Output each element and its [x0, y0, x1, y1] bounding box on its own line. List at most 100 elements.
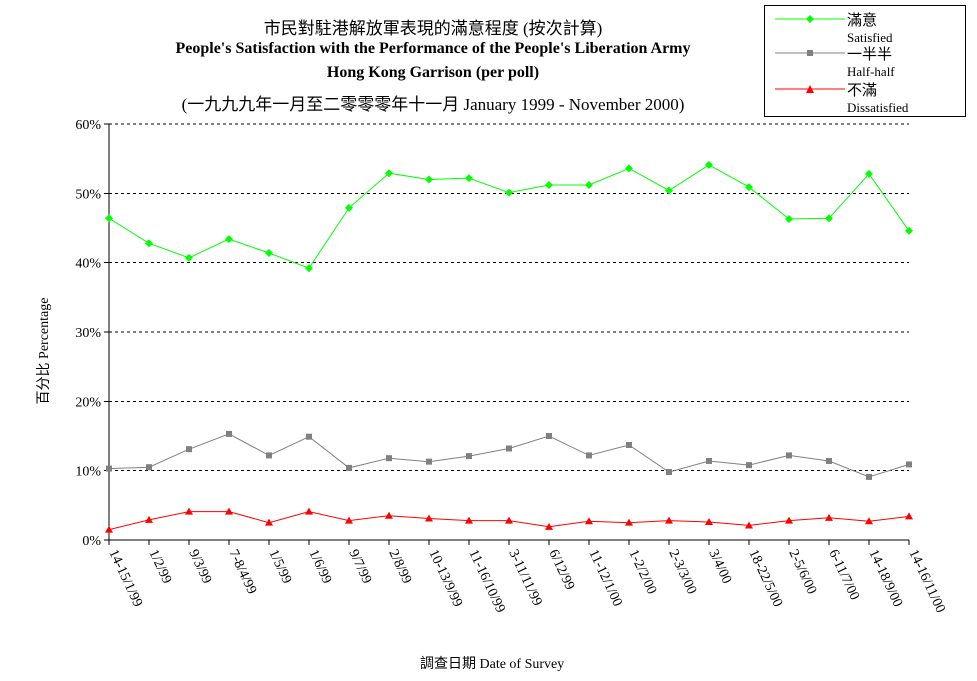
data-point-satisfied [345, 203, 353, 212]
data-point-dissatisfied [905, 512, 913, 520]
data-point-dissatisfied [825, 513, 833, 521]
data-point-dissatisfied [305, 507, 313, 515]
x-tick-label: 11-16/10/99 [465, 547, 507, 615]
chart-subtitle-line-3: (一九九九年一月至二零零零年十一月 January 1999 - Novembe… [181, 95, 685, 114]
data-point-half-half [866, 473, 872, 480]
chart-subtitle-line-1: People's Satisfaction with the Performan… [175, 40, 691, 57]
x-tick-label: 3-11/11/99 [505, 547, 544, 608]
x-tick-label: 2-3/3/00 [665, 547, 699, 596]
data-point-satisfied [225, 235, 233, 244]
data-point-dissatisfied [865, 517, 873, 525]
y-tick-label: 30% [75, 326, 101, 341]
data-point-satisfied [105, 214, 113, 223]
x-tick-label: 2/8/99 [385, 547, 414, 586]
data-point-half-half [586, 452, 592, 459]
data-point-dissatisfied [545, 522, 553, 530]
legend-label-satisfied: 滿意 [847, 13, 878, 29]
x-axis-label: 調查日期 Date of Survey [420, 657, 565, 672]
data-point-satisfied [705, 160, 713, 169]
data-point-half-half [666, 469, 672, 476]
legend-label-half-half: 一半半 [847, 47, 893, 63]
data-point-satisfied [185, 253, 193, 262]
data-series [105, 160, 913, 533]
legend-sublabel-half-half: Half-half [847, 64, 895, 79]
x-tick-label: 14-16/11/00 [905, 547, 947, 615]
y-axis-label: 百分比 Percentage [37, 297, 52, 405]
data-point-half-half [106, 465, 112, 472]
legend-label-dissatisfied: 不滿 [847, 83, 878, 99]
data-point-dissatisfied [625, 518, 633, 526]
data-point-dissatisfied [345, 516, 353, 524]
gridlines [109, 123, 909, 472]
data-point-satisfied [745, 183, 753, 192]
data-point-dissatisfied [185, 507, 193, 515]
data-point-half-half [906, 461, 912, 468]
data-point-half-half [706, 457, 712, 464]
data-point-half-half [786, 452, 792, 459]
data-point-dissatisfied [265, 518, 273, 526]
x-tick-labels: 14-15/1/99 1/2/99 9/3/99 7-8/4/99 1/5/99 1/6/… [105, 547, 947, 615]
x-tick-label: 1/6/99 [305, 547, 334, 586]
data-point-satisfied [145, 239, 153, 248]
x-tick-label: 14-15/1/99 [105, 547, 145, 609]
legend-marker-satisfied [775, 15, 845, 23]
x-tick-label: 2-5/6/00 [785, 547, 819, 596]
x-tick-label: 7-8/4/99 [225, 547, 259, 596]
data-point-half-half [466, 453, 472, 460]
data-point-dissatisfied [585, 517, 593, 525]
data-point-half-half [346, 464, 352, 471]
data-point-half-half [266, 452, 272, 459]
x-tick-label: 1/5/99 [265, 547, 294, 586]
x-tick-label: 6-11/7/00 [825, 547, 861, 602]
data-point-half-half [226, 430, 232, 437]
data-point-dissatisfied [745, 521, 753, 529]
x-tick-label: 10-13/9/99 [425, 547, 465, 609]
legend-sublabel-satisfied: Satisfied [847, 30, 893, 45]
data-point-half-half [546, 433, 552, 439]
data-point-half-half [386, 455, 392, 462]
y-tick-labels: 0% 10% 20% 30% 40% 50% 60% [75, 118, 101, 549]
legend-marker-half-half [775, 50, 845, 56]
data-point-satisfied [465, 174, 473, 183]
data-point-dissatisfied [705, 517, 713, 525]
data-point-satisfied [545, 181, 553, 190]
data-point-satisfied [585, 181, 593, 190]
data-point-half-half [186, 446, 192, 453]
y-tick-label: 10% [75, 465, 101, 480]
x-tick-label: 14-18/9/00 [865, 547, 905, 609]
y-tick-label: 60% [75, 118, 101, 133]
data-point-satisfied [905, 226, 913, 235]
x-tick-label: 6/12/99 [545, 547, 577, 592]
y-tick-label: 50% [75, 187, 101, 202]
data-point-satisfied [825, 214, 833, 223]
legend-sublabel-dissatisfied: Dissatisfied [847, 100, 909, 115]
data-point-half-half [506, 445, 512, 452]
data-point-half-half [746, 462, 752, 469]
legend-marker-dissatisfied [775, 85, 845, 93]
y-tick-label: 0% [82, 534, 101, 549]
data-point-dissatisfied [385, 511, 393, 519]
chart-title: 市民對駐港解放軍表現的滿意程度 (按次計算) [263, 19, 603, 38]
x-tick-label: 9/7/99 [345, 547, 374, 586]
data-point-satisfied [425, 175, 433, 184]
data-point-dissatisfied [465, 516, 473, 524]
axes [104, 123, 910, 545]
x-tick-label: 18-22/5/00 [745, 547, 785, 609]
x-tick-label: 11-12/1/00 [585, 547, 624, 609]
chart-subtitle-line-2: Hong Kong Garrison (per poll) [326, 64, 540, 81]
data-point-dissatisfied [665, 516, 673, 524]
data-point-half-half [626, 442, 632, 449]
data-point-dissatisfied [145, 515, 153, 523]
data-point-dissatisfied [225, 507, 233, 515]
x-tick-label: 9/3/99 [185, 547, 214, 586]
data-point-half-half [306, 433, 312, 440]
x-tick-label: 1-2/2/00 [625, 547, 659, 596]
data-point-dissatisfied [425, 514, 433, 522]
data-point-half-half [826, 457, 832, 464]
data-point-satisfied [865, 169, 873, 178]
data-point-satisfied [305, 264, 313, 273]
y-tick-label: 40% [75, 257, 101, 272]
data-point-dissatisfied [505, 516, 513, 524]
data-point-satisfied [265, 248, 273, 257]
